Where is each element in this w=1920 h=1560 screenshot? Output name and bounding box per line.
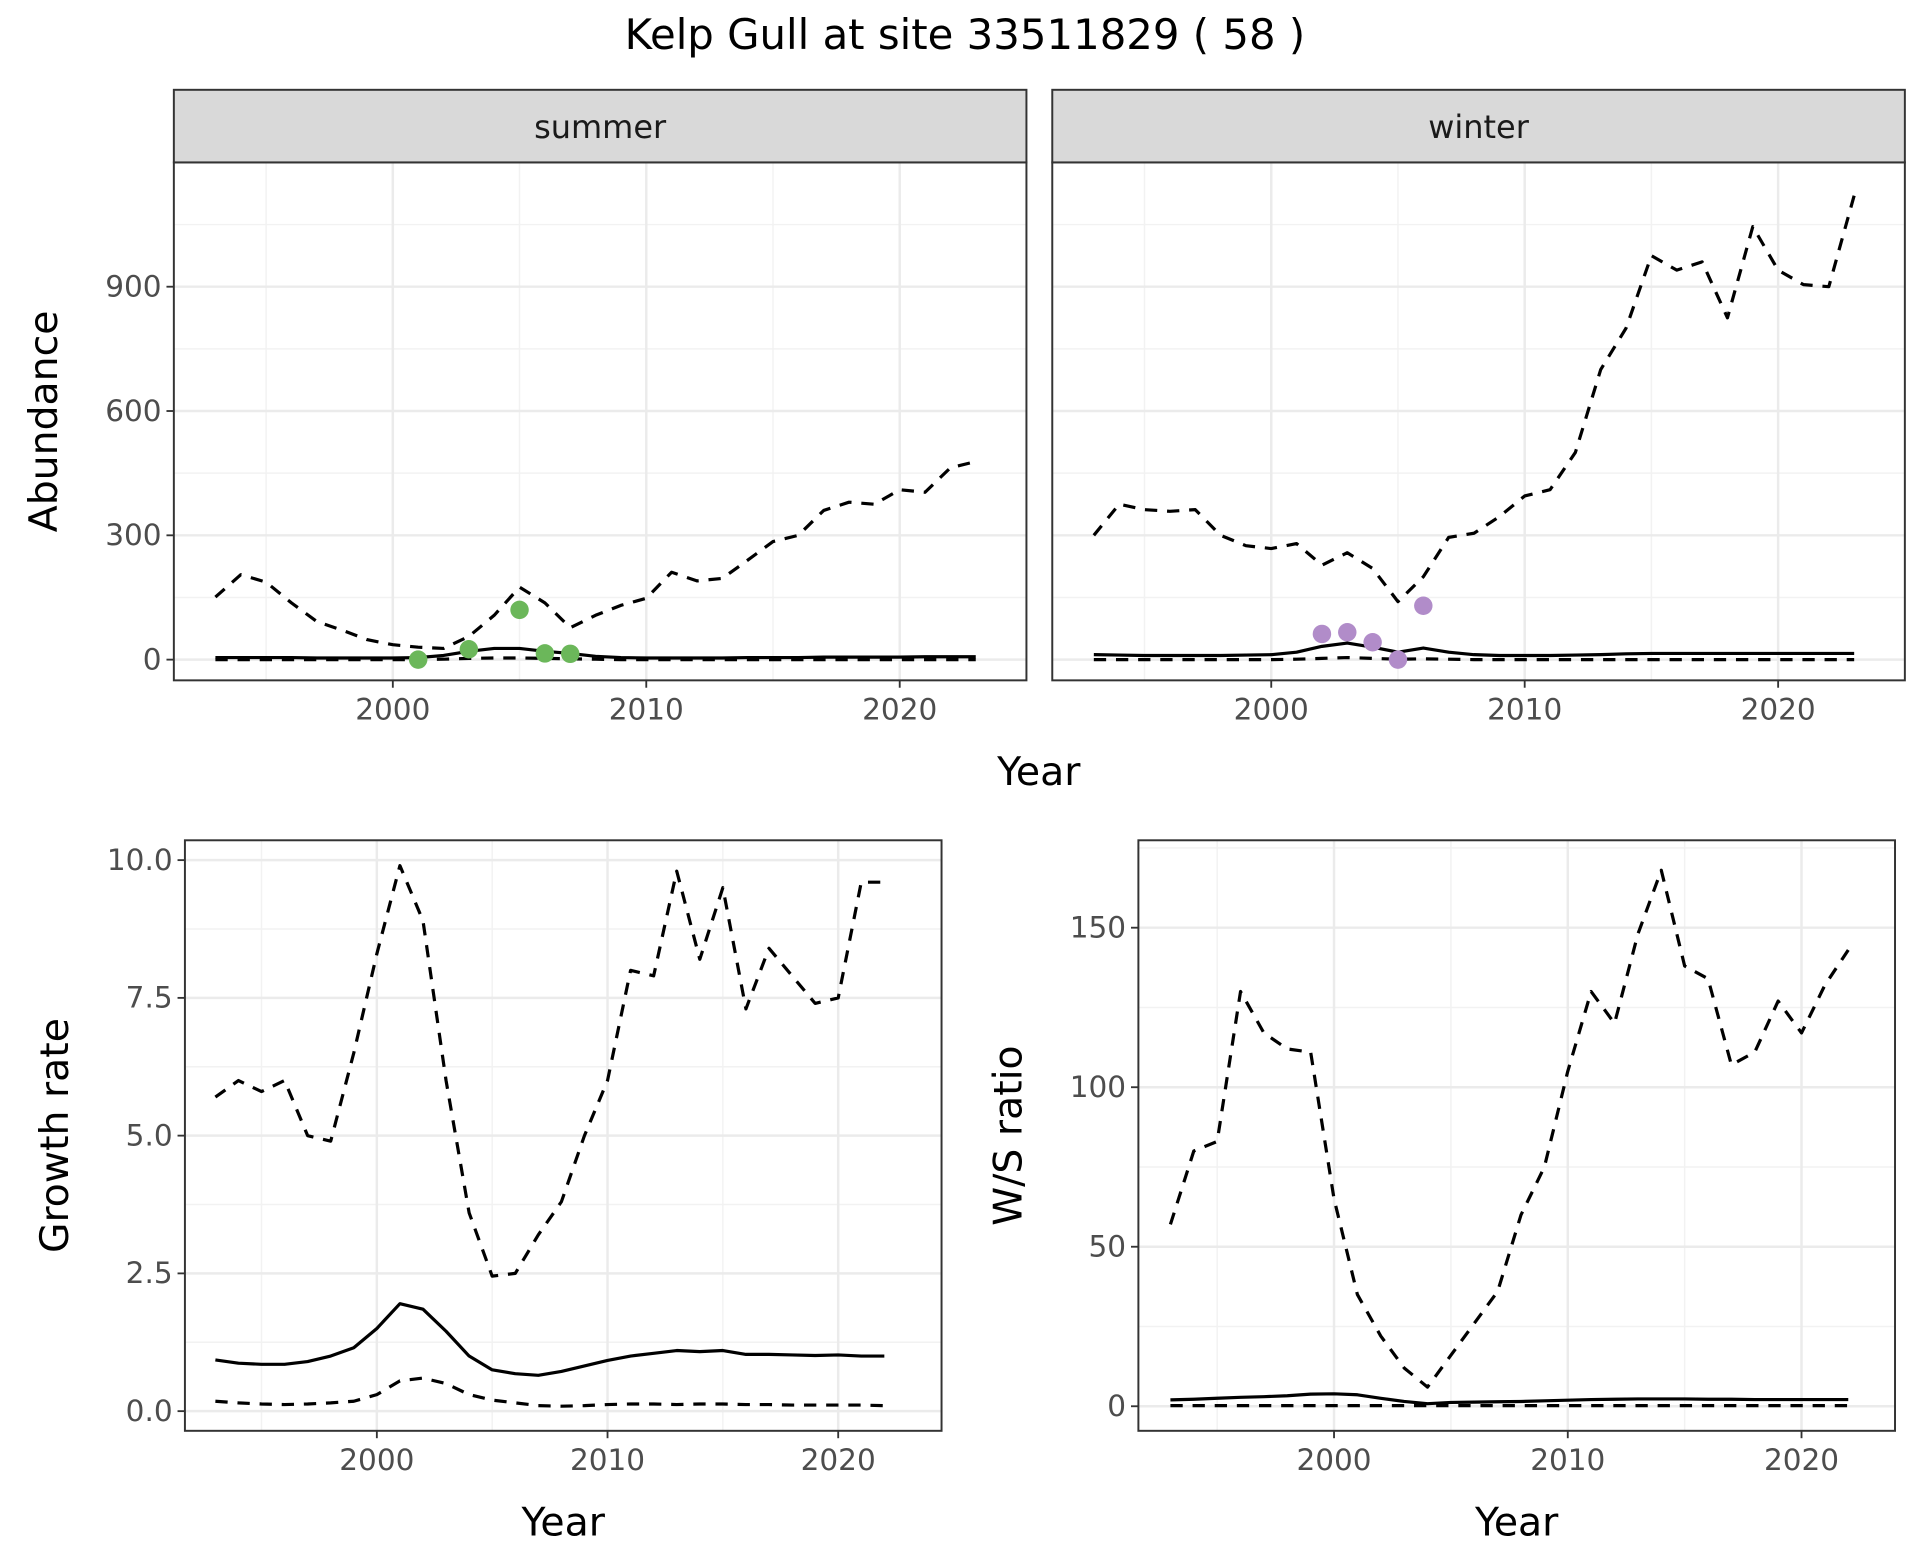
y-axis-title: Abundance xyxy=(21,311,67,533)
x-tick-label: 2010 xyxy=(570,1443,645,1477)
x-tick-label: 2000 xyxy=(339,1443,414,1477)
panel-background xyxy=(173,162,1027,681)
interval-line xyxy=(1092,195,1856,604)
x-tick-label: 2010 xyxy=(1487,693,1562,727)
x-tick-label: 2000 xyxy=(1296,1443,1371,1477)
y-tick-label: 0 xyxy=(143,642,162,676)
x-axis-title: Year xyxy=(521,1499,606,1545)
x-tick-label: 2000 xyxy=(1234,693,1309,727)
data-point xyxy=(561,644,580,664)
x-axis-title: Year xyxy=(1474,1499,1559,1545)
median-line xyxy=(215,1302,885,1377)
interval-line xyxy=(1093,655,1855,662)
panel-background xyxy=(1138,840,1896,1431)
interval-line xyxy=(214,864,885,1278)
median-line xyxy=(215,646,976,660)
data-point xyxy=(1363,632,1382,652)
y-tick-label: 2.5 xyxy=(126,1256,173,1290)
data-point xyxy=(408,650,428,669)
panel-border xyxy=(183,839,943,1432)
median-line xyxy=(1093,641,1855,658)
strip-background xyxy=(172,88,1028,164)
figure-title: Kelp Gull at site 33511829 ( 58 ) xyxy=(625,10,1306,59)
y-tick-label: 600 xyxy=(105,394,161,428)
x-axis-title: Year xyxy=(996,749,1081,795)
x-tick-label: 2000 xyxy=(355,693,430,727)
strip-label: summer xyxy=(534,108,667,146)
data-point xyxy=(1388,650,1408,669)
y-tick-label: 5.0 xyxy=(126,1118,173,1152)
y-tick-label: 900 xyxy=(105,270,161,304)
x-tick-label: 2020 xyxy=(801,1443,876,1477)
y-tick-label: 0 xyxy=(1107,1389,1126,1423)
x-tick-label: 2020 xyxy=(1764,1443,1839,1477)
x-tick-label: 2010 xyxy=(1530,1443,1605,1477)
data-point xyxy=(1414,596,1433,615)
strip-label: winter xyxy=(1428,108,1529,146)
y-tick-label: 7.5 xyxy=(126,981,173,1015)
x-tick-label: 2020 xyxy=(1741,693,1816,727)
data-point xyxy=(1312,624,1332,644)
y-tick-label: 10.0 xyxy=(107,843,173,877)
y-tick-label: 100 xyxy=(1070,1070,1126,1104)
interval-line xyxy=(215,1376,885,1408)
y-tick-label: 50 xyxy=(1089,1230,1127,1264)
panel-background xyxy=(1052,162,1905,681)
x-tick-label: 2010 xyxy=(609,693,684,727)
strip-background xyxy=(1051,88,1906,164)
y-tick-label: 0.0 xyxy=(126,1394,173,1428)
data-point xyxy=(459,640,479,659)
panel-border xyxy=(1137,839,1896,1432)
median-line xyxy=(1170,1392,1849,1406)
y-tick-label: 150 xyxy=(1070,911,1126,945)
y-axis-title: W/S ratio xyxy=(986,1045,1032,1225)
data-point xyxy=(510,600,529,620)
data-point xyxy=(535,644,555,663)
x-tick-label: 2020 xyxy=(862,693,937,727)
interval-line xyxy=(215,656,976,662)
interval-line xyxy=(214,460,977,651)
y-axis-title: Growth rate xyxy=(32,1018,78,1253)
data-point xyxy=(1338,623,1357,642)
y-tick-label: 300 xyxy=(105,518,161,552)
